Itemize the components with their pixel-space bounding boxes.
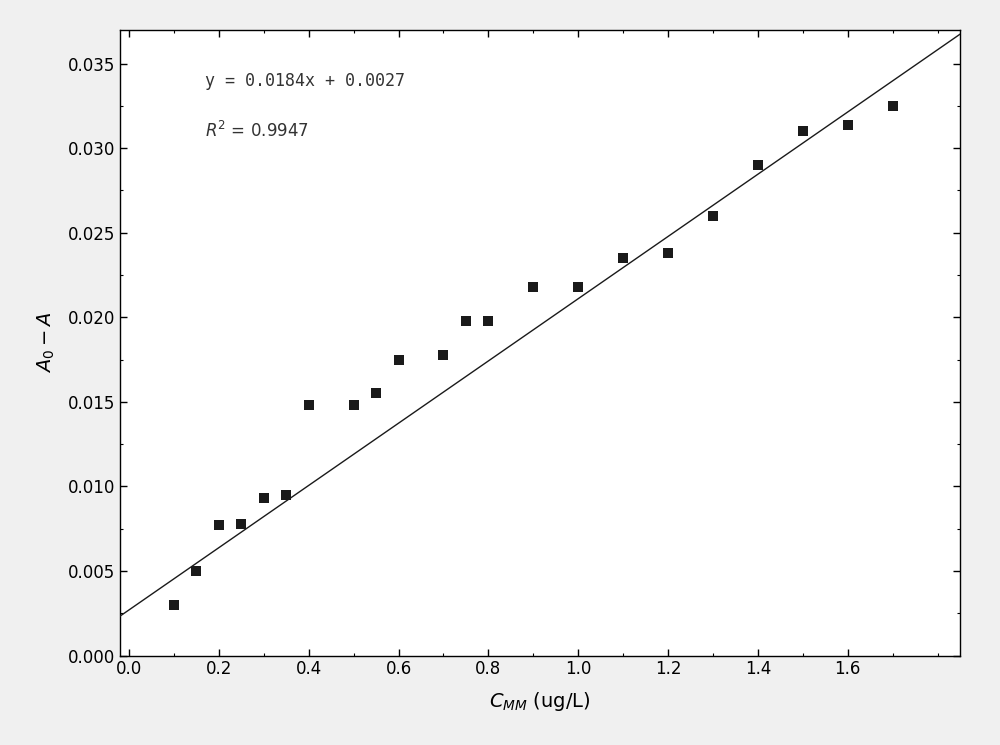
- Point: [480, 314, 496, 326]
- Y-axis label: $A_0-A$: $A_0-A$: [35, 312, 57, 373]
- Point: [458, 314, 474, 326]
- Point: [278, 489, 294, 501]
- Point: [166, 599, 182, 611]
- Text: $R^2$ = 0.9947: $R^2$ = 0.9947: [205, 121, 309, 142]
- Point: [705, 210, 721, 222]
- Point: [750, 159, 766, 171]
- Point: [368, 387, 384, 399]
- Point: [885, 100, 901, 112]
- Point: [301, 399, 317, 411]
- Point: [795, 125, 811, 137]
- Point: [346, 399, 362, 411]
- Point: [256, 492, 272, 504]
- Point: [211, 519, 227, 531]
- Point: [233, 518, 249, 530]
- Point: [391, 354, 407, 366]
- Point: [525, 281, 541, 293]
- Point: [570, 281, 586, 293]
- Point: [615, 252, 631, 264]
- Text: y = 0.0184x + 0.0027: y = 0.0184x + 0.0027: [205, 72, 405, 89]
- Point: [840, 118, 856, 130]
- Point: [660, 247, 676, 259]
- Point: [435, 349, 451, 361]
- X-axis label: $C_{MM}$ (ug/L): $C_{MM}$ (ug/L): [489, 690, 591, 712]
- Point: [188, 565, 204, 577]
